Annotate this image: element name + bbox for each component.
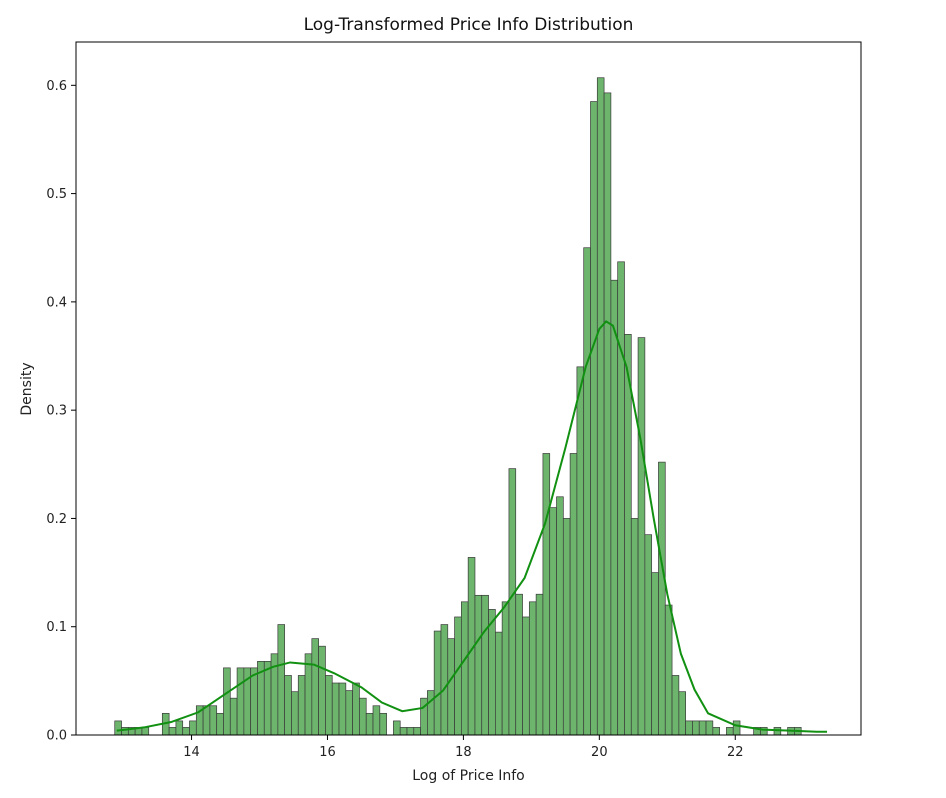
x-tick-label: 22 xyxy=(727,745,744,760)
plot-frame xyxy=(75,41,862,736)
y-axis: 0.0 0.1 0.2 0.3 0.4 0.5 0.6 xyxy=(46,79,76,744)
histogram-bar xyxy=(678,691,686,736)
histogram-bar xyxy=(223,667,231,736)
histogram-bar xyxy=(658,461,666,736)
histogram-bar xyxy=(576,366,585,736)
histogram-bar xyxy=(596,77,605,736)
x-tick-label: 16 xyxy=(319,745,336,760)
histogram-bar xyxy=(331,682,340,736)
histogram-bar xyxy=(515,593,523,736)
histogram-bar xyxy=(501,601,510,736)
histogram-bar xyxy=(685,720,693,736)
histogram-bar xyxy=(345,690,353,736)
histogram-bar xyxy=(664,604,673,736)
histogram-bar xyxy=(528,601,537,736)
x-axis-label: Log of Price Info xyxy=(412,768,525,784)
histogram-bar xyxy=(189,720,197,736)
histogram-bar xyxy=(698,720,707,736)
histogram-bar xyxy=(630,518,639,736)
y-tick-label: 0.6 xyxy=(46,79,67,94)
y-axis-label: Density xyxy=(19,362,35,415)
y-tick-label: 0.4 xyxy=(46,295,67,310)
histogram-bar xyxy=(182,727,190,736)
histogram-bar xyxy=(114,720,122,736)
histogram-bar xyxy=(454,616,462,736)
histogram-bar xyxy=(291,691,299,736)
histogram-bar xyxy=(229,697,238,736)
histogram-bar xyxy=(556,496,564,736)
histogram-bar xyxy=(569,453,578,736)
histogram-bar xyxy=(175,720,184,736)
histogram-bar xyxy=(284,675,292,736)
histogram-bar xyxy=(250,667,258,736)
histogram-bar xyxy=(603,92,612,736)
histogram-bar xyxy=(542,453,551,736)
histogram-bar xyxy=(590,101,598,736)
histogram-bar xyxy=(562,518,571,736)
histogram-bar xyxy=(236,667,245,736)
chart-title: Log-Transformed Price Info Distribution xyxy=(304,15,634,35)
histogram-bar xyxy=(318,645,326,736)
histogram-bar xyxy=(393,720,401,736)
x-axis: 14 16 18 20 22 xyxy=(183,735,744,760)
histogram-bar xyxy=(522,616,530,736)
histogram-bar xyxy=(209,705,218,736)
histogram-bar xyxy=(535,593,544,736)
y-tick-label: 0.0 xyxy=(46,729,67,744)
kde-curve xyxy=(116,320,828,733)
histogram-bar xyxy=(583,247,591,736)
histogram-bar xyxy=(671,675,680,736)
histogram-bar xyxy=(508,468,517,736)
histogram-bar xyxy=(202,705,211,736)
histogram-bar xyxy=(399,727,408,736)
histogram-bar xyxy=(311,638,319,736)
histogram-bar xyxy=(304,653,313,736)
histogram-bar xyxy=(447,638,455,736)
histogram-bar xyxy=(406,727,415,736)
histogram-bar xyxy=(168,727,177,736)
histogram-bar xyxy=(474,594,483,736)
histogram-bar xyxy=(726,727,734,736)
histogram-bar xyxy=(365,712,374,736)
histogram-bar xyxy=(692,720,700,736)
y-tick-label: 0.2 xyxy=(46,512,67,527)
histogram-bar xyxy=(644,534,653,736)
histogram-bar xyxy=(433,630,442,736)
histogram-bar xyxy=(610,279,619,736)
histogram-bar xyxy=(325,675,333,736)
histogram-bar xyxy=(277,624,286,736)
histogram-bar xyxy=(488,609,496,736)
histogram-bar xyxy=(263,661,272,736)
histogram-bar xyxy=(372,705,381,736)
histogram-bar xyxy=(216,712,224,736)
histogram-bar xyxy=(624,334,632,736)
histogram-bar xyxy=(352,682,360,736)
histogram-bar xyxy=(359,697,367,736)
histogram-bar xyxy=(297,675,306,736)
x-tick-label: 14 xyxy=(183,745,200,760)
y-tick-label: 0.3 xyxy=(46,404,67,419)
histogram-bar xyxy=(141,727,150,736)
histogram-bar xyxy=(481,594,489,736)
histogram-bar xyxy=(651,572,659,736)
histogram-bar xyxy=(705,720,714,736)
histogram-bar xyxy=(338,682,347,736)
histogram-bar xyxy=(617,261,625,736)
histogram-bar xyxy=(440,624,449,736)
histogram-bar xyxy=(461,601,469,736)
histogram-bar xyxy=(413,727,421,736)
histogram-bar xyxy=(637,337,646,736)
y-tick-label: 0.5 xyxy=(46,187,67,202)
histogram-bar xyxy=(732,720,741,736)
x-tick-label: 20 xyxy=(591,745,608,760)
histogram-bar xyxy=(549,507,557,736)
x-tick-label: 18 xyxy=(455,745,472,760)
histogram-bar xyxy=(427,690,435,736)
histogram-bar xyxy=(495,631,503,736)
y-tick-label: 0.1 xyxy=(46,620,67,635)
histogram-bar xyxy=(379,712,387,736)
histogram-bar xyxy=(712,727,720,736)
